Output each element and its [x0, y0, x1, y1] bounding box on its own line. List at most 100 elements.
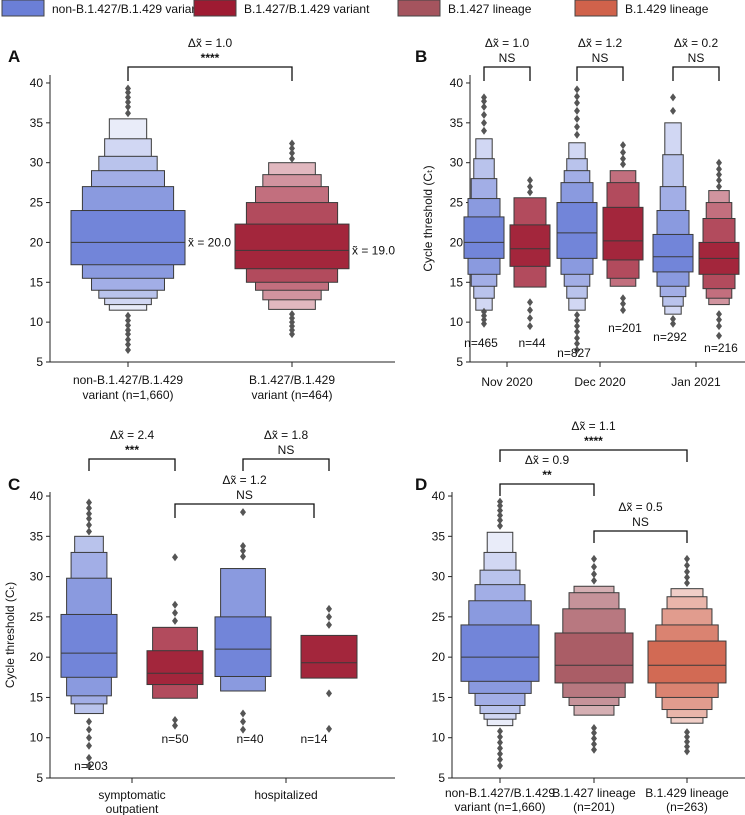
- outlier-point: [574, 334, 580, 343]
- outlier-point: [716, 176, 722, 185]
- y-tick-label: 20: [30, 235, 44, 249]
- outlier-point: [86, 725, 92, 734]
- significance-bracket: [499, 483, 595, 496]
- outlier-point: [527, 298, 533, 307]
- sample-size-label: n=827: [557, 346, 591, 360]
- boxen-level: [70, 210, 186, 266]
- outlier-point: [481, 110, 487, 119]
- significance-bracket: [576, 66, 624, 81]
- y-tick-label: 20: [30, 650, 44, 664]
- x-tick-label: Jan 2021: [671, 375, 721, 389]
- bracket-delta-label: Δx̃ = 1.2: [222, 473, 267, 487]
- y-tick-label: 20: [450, 235, 464, 249]
- y-tick-label: 40: [432, 489, 446, 503]
- panel-d-chart: 5 10 15 20 25 30 35 40 non-B.1.427/B.1.429varian…: [432, 419, 745, 814]
- outlier-point: [591, 562, 597, 571]
- sample-size-label: n=465: [464, 336, 498, 350]
- y-tick-label: 15: [30, 275, 44, 289]
- outlier-point: [670, 106, 676, 115]
- outlier-point: [240, 541, 246, 550]
- x-tick-label: Dec 2020: [574, 375, 626, 389]
- outlier-point: [326, 689, 332, 698]
- y-axis-label: Cycle threshold (Cₜ): [421, 165, 435, 271]
- outlier-point: [684, 747, 690, 756]
- x-tick-label: B.1.427/B.1.429: [249, 373, 335, 387]
- outlier-point: [125, 93, 131, 102]
- bracket-significance-label: NS: [592, 51, 609, 65]
- panel-letter-b: B: [415, 47, 427, 66]
- y-tick-label: 30: [450, 156, 464, 170]
- outlier-point: [125, 311, 131, 320]
- outlier-point: [125, 321, 131, 330]
- boxen-level: [300, 634, 358, 679]
- outlier-point: [620, 299, 626, 308]
- outlier-point: [670, 93, 676, 102]
- boxen-level: [509, 224, 551, 267]
- outlier-point: [527, 176, 533, 185]
- x-tick-label: variant (n=1,660): [454, 800, 545, 814]
- y-tick-label: 15: [30, 690, 44, 704]
- y-tick-label: 5: [36, 355, 43, 369]
- x-tick-label: (n=201): [573, 800, 615, 814]
- outlier-point: [86, 761, 92, 770]
- outlier-point: [684, 732, 690, 741]
- panel-letter-a: A: [8, 47, 20, 66]
- y-tick-label: 30: [30, 156, 44, 170]
- outlier-point: [574, 346, 580, 355]
- boxen-level: [463, 216, 505, 259]
- outlier-point: [86, 733, 92, 742]
- boxen-level: [652, 233, 694, 273]
- outlier-point: [591, 745, 597, 754]
- boxen-level: [460, 624, 540, 682]
- legend-label: B.1.427 lineage: [448, 2, 532, 16]
- outlier-point: [86, 753, 92, 762]
- y-tick-label: 20: [432, 650, 446, 664]
- outlier-point: [172, 616, 178, 625]
- y-tick-label: 35: [432, 529, 446, 543]
- outlier-point: [289, 310, 295, 319]
- y-tick-label: 30: [30, 570, 44, 584]
- legend-swatch: [574, 0, 618, 17]
- bracket-significance-label: **: [542, 468, 552, 482]
- outlier-point: [326, 612, 332, 621]
- outlier-point: [289, 149, 295, 158]
- outlier-point: [240, 725, 246, 734]
- outlier-point: [620, 154, 626, 163]
- bracket-significance-label: NS: [632, 515, 649, 529]
- boxen-level: [214, 616, 272, 677]
- outlier-point: [527, 306, 533, 315]
- sample-size-label: n=14: [300, 732, 327, 746]
- x-tick-label: B.1.429 lineage: [645, 786, 729, 800]
- legend-label: B.1.427/B.1.429 variant: [244, 2, 370, 16]
- outlier-point: [289, 139, 295, 148]
- bracket-delta-label: Δx̃ = 1.8: [264, 428, 309, 442]
- y-tick-label: 40: [30, 76, 44, 90]
- x-tick-label: non-B.1.427/B.1.429: [445, 786, 555, 800]
- outlier-point: [289, 144, 295, 153]
- outlier-point: [670, 319, 676, 328]
- outlier-point: [125, 340, 131, 349]
- outlier-point: [527, 322, 533, 331]
- y-tick-label: 30: [432, 570, 446, 584]
- outlier-point: [591, 570, 597, 579]
- outlier-point: [497, 761, 503, 770]
- outlier-point: [497, 744, 503, 753]
- outlier-point: [574, 85, 580, 94]
- sample-size-label: n=216: [704, 341, 738, 355]
- bracket-significance-label: NS: [278, 443, 295, 457]
- sample-size-label: n=50: [161, 732, 188, 746]
- outlier-point: [240, 546, 246, 555]
- outlier-point: [497, 511, 503, 520]
- outlier-point: [172, 553, 178, 562]
- y-tick-label: 5: [438, 771, 445, 785]
- outlier-point: [684, 554, 690, 563]
- x-tick-label: outpatient: [106, 802, 159, 815]
- x-tick-label: (n=263): [666, 800, 708, 814]
- boxen-level: [234, 223, 350, 270]
- outlier-point: [326, 604, 332, 613]
- outlier-point: [716, 182, 722, 191]
- outlier-point: [86, 509, 92, 518]
- y-tick-label: 25: [450, 196, 464, 210]
- outlier-point: [497, 755, 503, 764]
